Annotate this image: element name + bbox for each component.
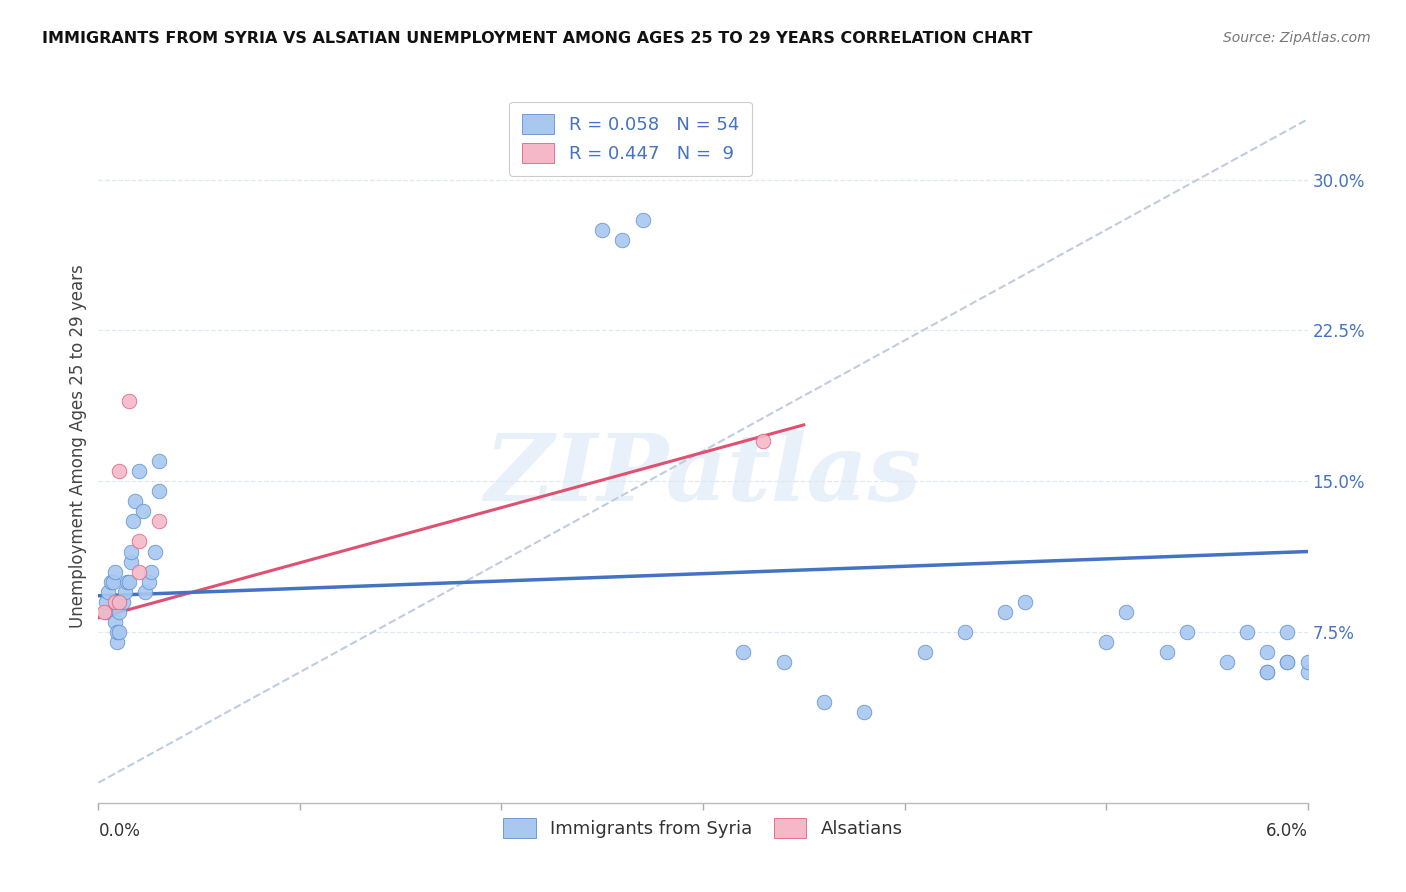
Text: 0.0%: 0.0% xyxy=(98,822,141,839)
Point xyxy=(914,645,936,659)
Point xyxy=(128,534,150,549)
Point xyxy=(115,574,138,589)
Point xyxy=(103,565,125,579)
Point xyxy=(752,434,775,448)
Point xyxy=(772,655,794,669)
Point xyxy=(591,223,613,237)
Point xyxy=(118,393,141,408)
Point xyxy=(107,624,129,639)
Point xyxy=(733,645,755,659)
Point xyxy=(138,574,160,589)
Text: Source: ZipAtlas.com: Source: ZipAtlas.com xyxy=(1223,31,1371,45)
Point xyxy=(1277,655,1299,669)
Text: IMMIGRANTS FROM SYRIA VS ALSATIAN UNEMPLOYMENT AMONG AGES 25 TO 29 YEARS CORRELA: IMMIGRANTS FROM SYRIA VS ALSATIAN UNEMPL… xyxy=(42,31,1032,46)
Point xyxy=(148,515,170,529)
Text: 6.0%: 6.0% xyxy=(1265,822,1308,839)
Point xyxy=(107,595,129,609)
Point xyxy=(97,584,120,599)
Point xyxy=(1216,655,1239,669)
Point xyxy=(612,233,634,247)
Point xyxy=(103,595,125,609)
Point xyxy=(114,584,136,599)
Point xyxy=(1277,624,1299,639)
Point xyxy=(111,595,134,609)
Point xyxy=(139,565,162,579)
Point xyxy=(1256,665,1278,680)
Point xyxy=(105,624,128,639)
Point xyxy=(121,515,143,529)
Point xyxy=(128,565,150,579)
Point xyxy=(107,464,129,478)
Legend: Immigrants from Syria, Alsatians: Immigrants from Syria, Alsatians xyxy=(491,805,915,851)
Text: ZIPatlas: ZIPatlas xyxy=(485,430,921,519)
Point xyxy=(1236,624,1258,639)
Point xyxy=(93,605,115,619)
Point xyxy=(132,504,155,518)
Point xyxy=(994,605,1017,619)
Point xyxy=(100,574,122,589)
Point xyxy=(1014,595,1036,609)
Point xyxy=(107,605,129,619)
Point xyxy=(1115,605,1137,619)
Point xyxy=(105,635,128,649)
Point xyxy=(134,584,156,599)
Point xyxy=(853,706,876,720)
Point xyxy=(1296,665,1319,680)
Point xyxy=(148,484,170,499)
Point xyxy=(813,695,835,709)
Y-axis label: Unemployment Among Ages 25 to 29 years: Unemployment Among Ages 25 to 29 years xyxy=(69,264,87,628)
Point xyxy=(101,574,124,589)
Point xyxy=(103,615,125,629)
Point xyxy=(1256,645,1278,659)
Point xyxy=(1256,665,1278,680)
Point xyxy=(96,605,118,619)
Point xyxy=(1175,624,1198,639)
Point xyxy=(120,544,142,558)
Point xyxy=(128,464,150,478)
Point xyxy=(953,624,976,639)
Point xyxy=(1156,645,1178,659)
Point xyxy=(96,595,118,609)
Point xyxy=(120,555,142,569)
Point xyxy=(124,494,146,508)
Point xyxy=(631,212,654,227)
Point xyxy=(118,574,141,589)
Point xyxy=(143,544,166,558)
Point xyxy=(1095,635,1118,649)
Point xyxy=(148,454,170,468)
Point xyxy=(1277,655,1299,669)
Point xyxy=(107,595,129,609)
Point xyxy=(1296,655,1319,669)
